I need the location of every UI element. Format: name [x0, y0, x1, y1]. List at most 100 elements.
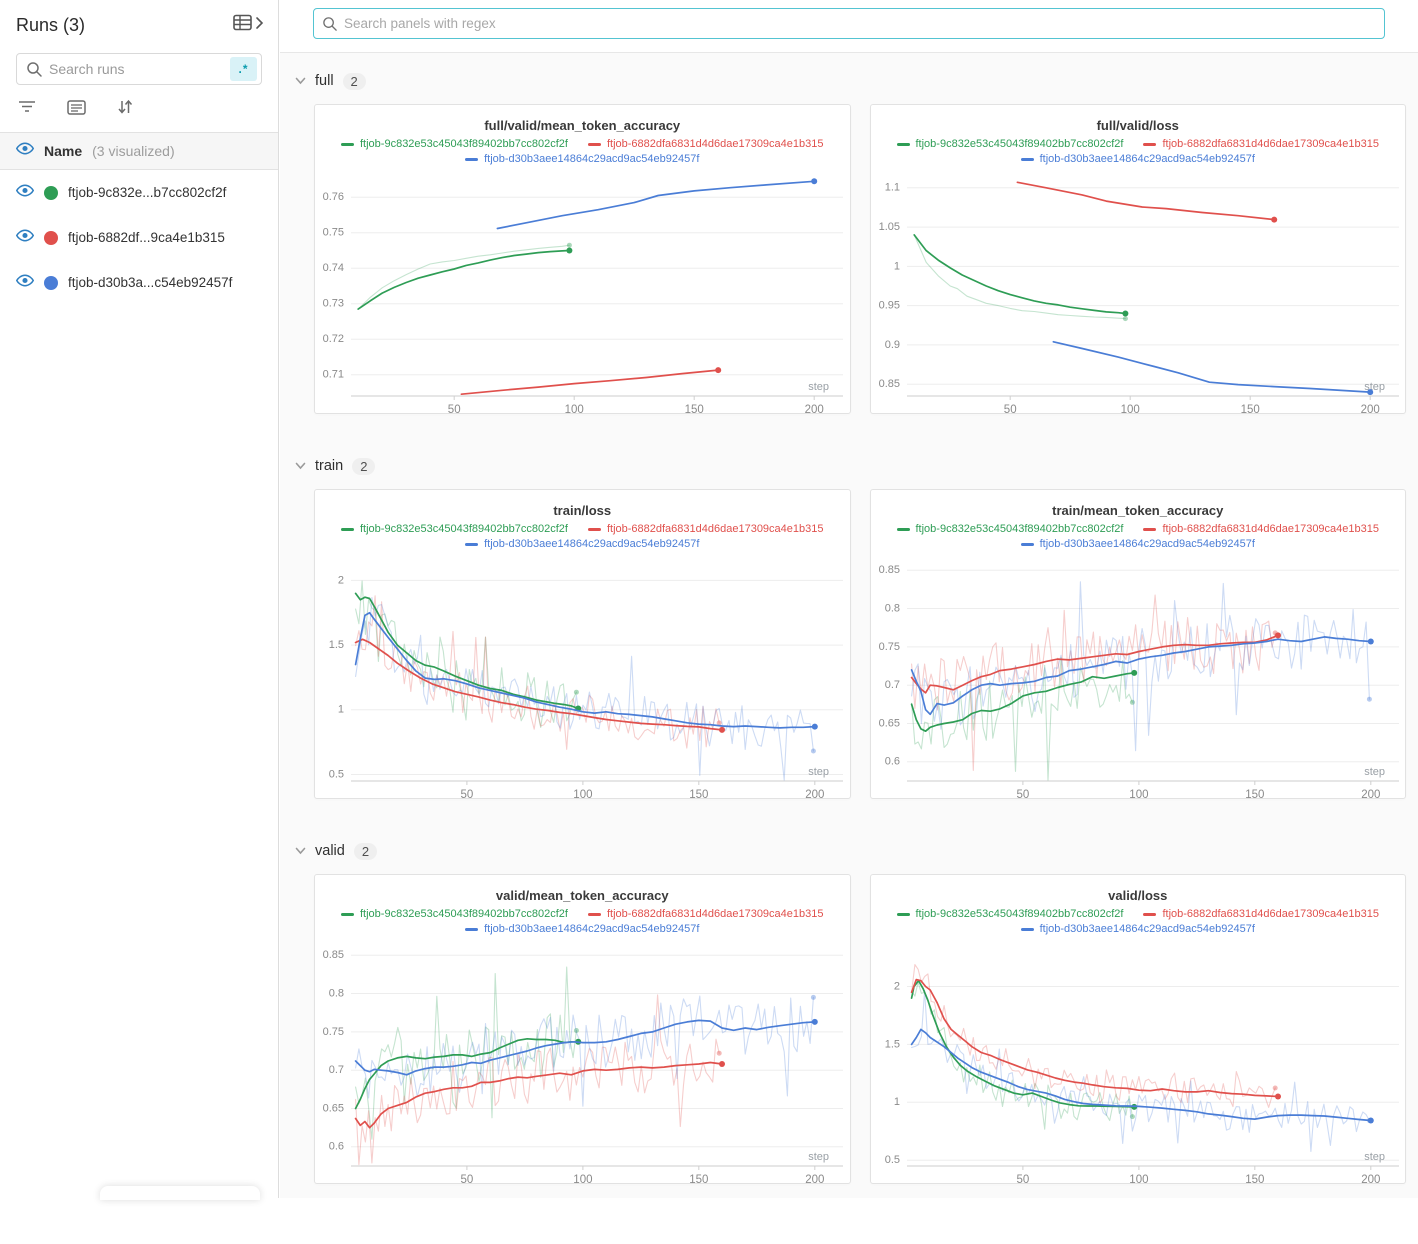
chart-panel[interactable]: train/mean_token_accuracy ftjob-9c832e53… — [870, 489, 1407, 799]
legend-item[interactable]: ftjob-d30b3aee14864c29acd9ac54eb92457f — [465, 537, 699, 552]
legend-item[interactable]: ftjob-9c832e53c45043f89402bb7cc802cf2f — [341, 522, 568, 537]
legend-swatch — [465, 543, 478, 546]
runs-search-box[interactable]: .* — [16, 53, 262, 85]
svg-text:150: 150 — [1245, 1174, 1264, 1184]
filter-icon[interactable] — [18, 100, 36, 119]
legend-item[interactable]: ftjob-9c832e53c45043f89402bb7cc802cf2f — [897, 137, 1124, 152]
svg-text:2: 2 — [893, 980, 899, 992]
chart-panel[interactable]: valid/loss ftjob-9c832e53c45043f89402bb7… — [870, 874, 1407, 1184]
section-full: full 2 full/valid/mean_token_accuracy ft… — [295, 69, 1406, 414]
chart-title: valid/loss — [871, 888, 1406, 903]
svg-text:1.5: 1.5 — [884, 1038, 899, 1050]
run-row[interactable]: ftjob-9c832e...b7cc802cf2f — [0, 170, 278, 215]
table-icon[interactable] — [233, 14, 253, 37]
legend-swatch — [1143, 913, 1156, 916]
chevron-down-icon[interactable] — [295, 72, 306, 90]
legend-item[interactable]: ftjob-9c832e53c45043f89402bb7cc802cf2f — [341, 137, 568, 152]
legend-item[interactable]: ftjob-6882dfa6831d4d6dae17309ca4e1b315 — [588, 907, 824, 922]
svg-text:150: 150 — [689, 1174, 708, 1184]
svg-text:0.71: 0.71 — [323, 369, 344, 381]
legend-swatch — [588, 528, 601, 531]
eye-icon[interactable] — [16, 274, 34, 292]
section-header[interactable]: full 2 — [295, 69, 1406, 93]
section-header[interactable]: train 2 — [295, 454, 1406, 478]
svg-text:0.75: 0.75 — [879, 641, 900, 653]
legend-item[interactable]: ftjob-6882dfa6831d4d6dae17309ca4e1b315 — [588, 137, 824, 152]
svg-text:150: 150 — [1240, 404, 1259, 414]
svg-text:0.74: 0.74 — [323, 262, 344, 274]
legend-item[interactable]: ftjob-d30b3aee14864c29acd9ac54eb92457f — [1021, 152, 1255, 167]
chart-panel[interactable]: full/valid/mean_token_accuracy ftjob-9c8… — [314, 104, 851, 414]
svg-text:step: step — [808, 381, 829, 393]
svg-text:0.65: 0.65 — [879, 717, 900, 729]
eye-icon[interactable] — [16, 229, 34, 247]
regex-toggle[interactable]: .* — [230, 57, 257, 81]
section-label: train — [315, 458, 343, 474]
chart-panel[interactable]: full/valid/loss ftjob-9c832e53c45043f894… — [870, 104, 1407, 414]
run-name: ftjob-d30b3a...c54eb92457f — [68, 275, 232, 290]
chevron-down-icon[interactable] — [295, 842, 306, 860]
legend-run-name: ftjob-6882dfa6831d4d6dae17309ca4e1b315 — [607, 522, 824, 537]
chart-title: full/valid/loss — [871, 118, 1406, 133]
chart-panel[interactable]: train/loss ftjob-9c832e53c45043f89402bb7… — [314, 489, 851, 799]
legend-item[interactable]: ftjob-6882dfa6831d4d6dae17309ca4e1b315 — [1143, 522, 1379, 537]
legend-item[interactable]: ftjob-d30b3aee14864c29acd9ac54eb92457f — [465, 922, 699, 937]
svg-text:150: 150 — [689, 789, 708, 799]
list-icon[interactable] — [67, 100, 86, 120]
legend-swatch — [588, 913, 601, 916]
legend-item[interactable]: ftjob-9c832e53c45043f89402bb7cc802cf2f — [897, 907, 1124, 922]
svg-text:100: 100 — [1129, 789, 1148, 799]
svg-text:0.85: 0.85 — [879, 564, 900, 576]
chevron-down-icon[interactable] — [295, 457, 306, 475]
legend-item[interactable]: ftjob-9c832e53c45043f89402bb7cc802cf2f — [341, 907, 568, 922]
legend-item[interactable]: ftjob-9c832e53c45043f89402bb7cc802cf2f — [897, 522, 1124, 537]
legend-run-name: ftjob-d30b3aee14864c29acd9ac54eb92457f — [1040, 922, 1255, 937]
run-row[interactable]: ftjob-6882df...9ca4e1b315 — [0, 215, 278, 260]
legend-item[interactable]: ftjob-6882dfa6831d4d6dae17309ca4e1b315 — [1143, 907, 1379, 922]
legend-run-name: ftjob-6882dfa6831d4d6dae17309ca4e1b315 — [607, 137, 824, 152]
svg-text:0.72: 0.72 — [323, 333, 344, 345]
svg-text:150: 150 — [685, 404, 704, 414]
search-icon — [26, 61, 43, 83]
svg-text:200: 200 — [805, 1174, 824, 1184]
svg-text:50: 50 — [461, 1174, 474, 1184]
svg-text:50: 50 — [1003, 404, 1016, 414]
panels-topbar — [280, 0, 1418, 53]
legend-item[interactable]: ftjob-d30b3aee14864c29acd9ac54eb92457f — [1021, 922, 1255, 937]
runs-sidebar: Runs (3) .* Name (3 v — [0, 0, 279, 1198]
sort-icon[interactable] — [117, 99, 133, 120]
run-row[interactable]: ftjob-d30b3a...c54eb92457f — [0, 260, 278, 305]
legend-item[interactable]: ftjob-6882dfa6831d4d6dae17309ca4e1b315 — [588, 522, 824, 537]
section-header[interactable]: valid 2 — [295, 839, 1406, 863]
workspace-main: full 2 full/valid/mean_token_accuracy ft… — [280, 0, 1418, 1198]
legend-item[interactable]: ftjob-d30b3aee14864c29acd9ac54eb92457f — [1021, 537, 1255, 552]
svg-text:100: 100 — [1120, 404, 1139, 414]
chevron-right-icon[interactable] — [255, 16, 264, 35]
svg-text:100: 100 — [573, 789, 592, 799]
svg-text:1: 1 — [893, 260, 899, 272]
legend-item[interactable]: ftjob-6882dfa6831d4d6dae17309ca4e1b315 — [1143, 137, 1379, 152]
eye-icon[interactable] — [16, 142, 34, 160]
section-label: valid — [315, 843, 345, 859]
eye-icon[interactable] — [16, 184, 34, 202]
legend-item[interactable]: ftjob-d30b3aee14864c29acd9ac54eb92457f — [465, 152, 699, 167]
legend-swatch — [465, 158, 478, 161]
search-runs-input[interactable] — [17, 54, 230, 84]
svg-text:0.6: 0.6 — [884, 756, 899, 768]
svg-text:150: 150 — [1245, 789, 1264, 799]
chart-title: train/loss — [315, 503, 850, 518]
search-panels-input[interactable] — [314, 9, 1384, 38]
panel-search-box[interactable] — [313, 8, 1385, 39]
legend-run-name: ftjob-9c832e53c45043f89402bb7cc802cf2f — [360, 522, 568, 537]
svg-text:0.75: 0.75 — [323, 227, 344, 239]
chart-panel[interactable]: valid/mean_token_accuracy ftjob-9c832e53… — [314, 874, 851, 1184]
